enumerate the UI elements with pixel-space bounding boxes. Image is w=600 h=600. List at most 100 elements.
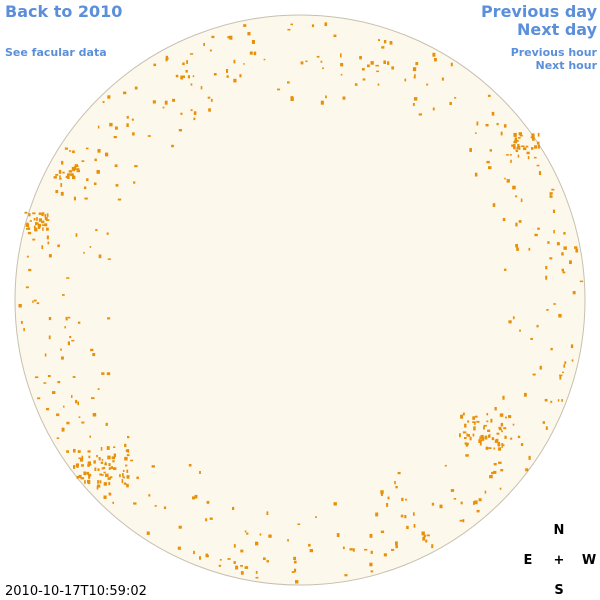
facula (66, 421, 70, 425)
facula (414, 74, 416, 78)
facula (209, 517, 213, 520)
facula (316, 55, 320, 58)
facula (27, 231, 32, 235)
facula (518, 132, 522, 136)
facula (41, 220, 45, 224)
facula (293, 560, 297, 564)
facula (320, 60, 323, 63)
facula (227, 558, 231, 560)
facula (87, 461, 91, 465)
facula (490, 418, 493, 423)
facula (77, 401, 79, 406)
facula (488, 434, 491, 438)
facula (244, 566, 249, 569)
facula (112, 501, 114, 504)
facula (101, 467, 104, 470)
facula (404, 78, 407, 82)
facula (233, 544, 236, 548)
facula (130, 459, 133, 462)
facula (415, 62, 419, 66)
facula (349, 548, 353, 551)
facula (487, 429, 491, 432)
facula (103, 467, 106, 469)
facula (340, 63, 344, 67)
facula (87, 463, 90, 467)
back-link[interactable]: Back to 2010 (5, 2, 122, 21)
facula (190, 109, 193, 112)
facula (48, 335, 51, 340)
facula (549, 257, 553, 260)
facula (95, 229, 98, 232)
facula (472, 421, 476, 423)
facula (96, 485, 99, 490)
facula (414, 97, 418, 101)
facula (525, 468, 529, 472)
facula (75, 233, 78, 237)
previous-hour-link[interactable]: Previous hour (511, 46, 598, 59)
facula (109, 476, 113, 479)
facula (64, 147, 68, 150)
facula (395, 486, 398, 489)
facula (394, 481, 396, 485)
facula (308, 543, 311, 547)
facula (497, 444, 501, 446)
facula (192, 75, 195, 78)
facula (562, 271, 566, 274)
facula (148, 494, 151, 497)
facula (84, 480, 86, 484)
facula (74, 164, 78, 167)
facula (550, 400, 553, 403)
facula (502, 218, 506, 222)
next-hour-link[interactable]: Next hour (536, 59, 598, 72)
facula (499, 413, 504, 417)
facula (98, 254, 102, 259)
facula (73, 448, 76, 453)
facula (489, 475, 491, 478)
facula (462, 412, 465, 416)
facula (68, 170, 73, 173)
facula (517, 154, 520, 158)
facula (426, 83, 429, 86)
next-day-link[interactable]: Next day (517, 20, 598, 39)
facula (486, 160, 490, 164)
facula (255, 571, 258, 574)
facula (431, 502, 435, 506)
facular-link[interactable]: See facular data (5, 46, 107, 59)
facula (506, 179, 510, 183)
facula (484, 435, 488, 440)
facula (163, 506, 167, 510)
facula (194, 494, 198, 499)
facula (521, 145, 525, 147)
facula (124, 482, 126, 485)
facula (575, 248, 579, 253)
facula (69, 336, 72, 339)
facula (370, 61, 374, 65)
facula (101, 372, 105, 375)
facula (563, 232, 566, 235)
previous-day-link[interactable]: Previous day (481, 2, 598, 21)
facula (556, 242, 560, 246)
facula (340, 53, 342, 58)
facula (20, 321, 23, 324)
facula (105, 422, 108, 426)
facula (41, 224, 45, 226)
facula (418, 113, 422, 116)
facula (503, 427, 507, 430)
facula (375, 64, 379, 67)
facula (93, 182, 97, 185)
facula (96, 454, 98, 458)
facula (146, 531, 150, 535)
facula (42, 227, 44, 231)
facula (528, 247, 531, 251)
facula (44, 217, 47, 220)
facula (177, 546, 181, 550)
facula (466, 433, 468, 437)
facula (389, 41, 393, 45)
facula (559, 375, 562, 380)
facula (423, 534, 426, 538)
facula (71, 166, 75, 171)
facula (450, 489, 455, 492)
facula (172, 98, 176, 102)
facula (476, 121, 479, 126)
facula (513, 144, 516, 148)
